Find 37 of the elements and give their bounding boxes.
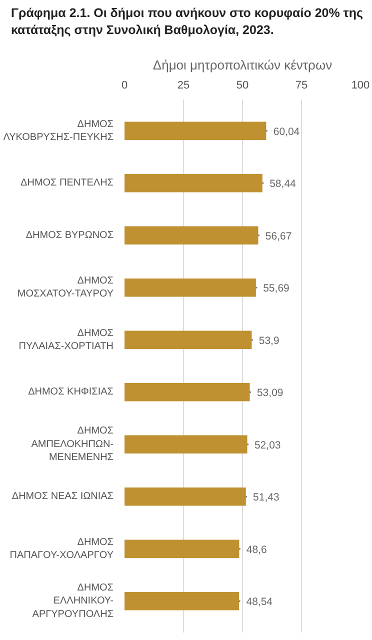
data-label: 56,67 bbox=[265, 230, 292, 242]
y-tick-label: ΔΗΜΟΣ ΠΥΛΑΙΑΣ-ΧΟΡΤΙΑΤΗ bbox=[18, 328, 114, 352]
y-tick-label: ΔΗΜΟΣ ΠΕΝΤΕΛΗΣ bbox=[20, 178, 114, 189]
data-label: 60,04 bbox=[273, 126, 300, 138]
y-tick-label: ΔΗΜΟΣ ΚΗΦΙΣΙΑΣ bbox=[28, 386, 114, 398]
data-label: 48,54 bbox=[246, 596, 273, 608]
bar bbox=[124, 487, 246, 506]
data-label: 51,43 bbox=[253, 492, 280, 504]
y-tick-label: ΔΗΜΟΣ ΕΛΛΗΝΙΚΟΥ-ΑΡΓΥΡΟΥΠΟΛΗΣ bbox=[32, 582, 114, 620]
y-tick-label: ΔΗΜΟΣ ΛΥΚΟΒΡΥΣΗΣ-ΠΕΥΚΗΣ bbox=[3, 118, 114, 143]
data-label: 52,03 bbox=[254, 439, 281, 452]
bar bbox=[124, 435, 248, 454]
bar bbox=[124, 540, 240, 558]
bar bbox=[124, 174, 262, 192]
y-tick-label: ΔΗΜΟΣ ΑΜΠΕΛΟΚΗΠΩΝ-ΜΕΝΕΜΕΝΗΣ bbox=[31, 426, 114, 464]
y-tick-label: ΔΗΜΟΣ ΠΑΠΑΓΟΥ-ΧΟΛΑΡΓΟΥ bbox=[10, 536, 114, 561]
x-tick-label: 50 bbox=[236, 80, 249, 92]
bar bbox=[124, 122, 266, 140]
y-tick-label: ΔΗΜΟΣ ΒΥΡΩΝΟΣ bbox=[26, 230, 114, 241]
y-tick-label: ΔΗΜΟΣ ΜΟΣΧΑΤΟΥ-ΤΑΥΡΟΥ bbox=[17, 276, 114, 300]
data-label: 53,09 bbox=[256, 387, 284, 400]
chart-title: Γράφημα 2.1. Οι δήμοι που ανήκουν στο κορυφαίο 20% της κατάταξης στην Συνολική Βαθμολογία, 2023. bbox=[11, 5, 364, 39]
bar bbox=[124, 330, 252, 350]
bar bbox=[124, 226, 258, 245]
chart-subtitle: Δήμοι μητροπολιτικών κέντρων bbox=[152, 58, 332, 72]
data-label: 48,6 bbox=[246, 544, 267, 556]
data-label: 58,44 bbox=[270, 178, 296, 190]
y-tick-label: ΔΗΜΟΣ ΝΕΑΣ ΙΩΝΙΑΣ bbox=[12, 491, 114, 502]
bar bbox=[124, 278, 256, 297]
bar bbox=[124, 382, 250, 402]
data-label: 53,9 bbox=[258, 334, 280, 347]
x-tick-label: 100 bbox=[351, 80, 370, 92]
x-tick-label: 0 bbox=[121, 80, 128, 92]
x-tick-label: 75 bbox=[295, 80, 308, 92]
data-label: 55,69 bbox=[263, 282, 290, 295]
bar bbox=[124, 592, 240, 610]
x-tick-label: 25 bbox=[177, 80, 190, 92]
